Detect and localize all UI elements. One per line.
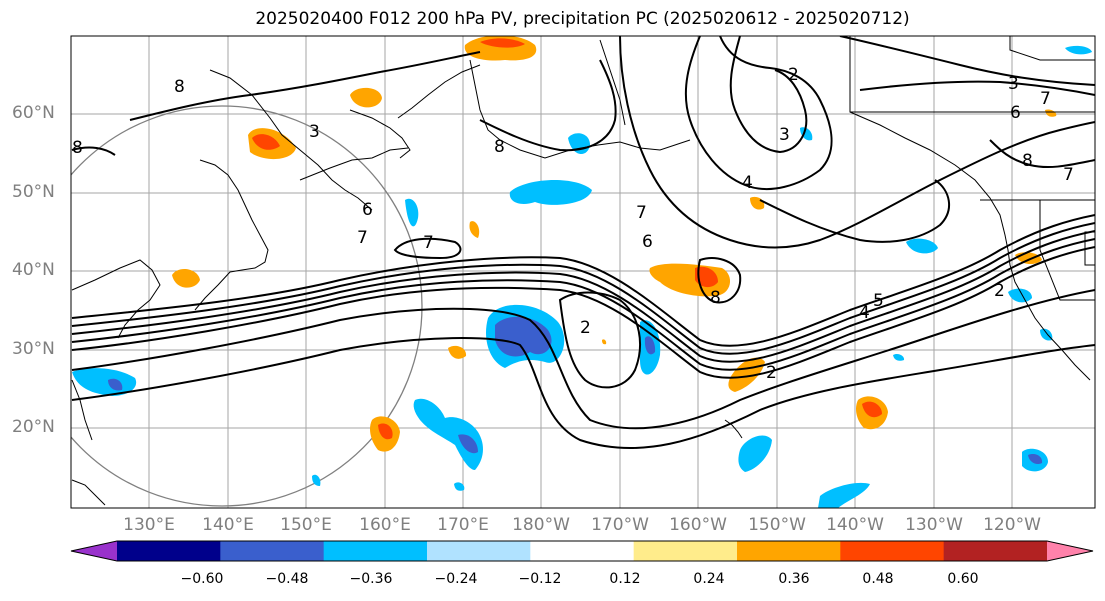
- contour-label: 6: [1010, 103, 1021, 123]
- precipitation-shading: [72, 36, 1092, 508]
- colorbar-cell: [840, 541, 945, 561]
- contour-label: 7: [357, 228, 368, 248]
- lon-label: 140°E: [202, 515, 254, 535]
- lon-label: 160°E: [359, 515, 411, 535]
- contour-label: 2: [994, 281, 1005, 301]
- contour-label: 4: [742, 173, 753, 193]
- colorbar-max-arrow: [1047, 541, 1093, 561]
- colorbar-tick-label: 0.48: [862, 571, 894, 587]
- lon-label: 130°W: [905, 515, 963, 535]
- reference-circle: [71, 105, 423, 507]
- contour-label: 6: [642, 232, 653, 252]
- contour-label: 7: [1063, 165, 1074, 185]
- lon-label: 150°E: [280, 515, 332, 535]
- colorbar-cell: [530, 541, 635, 561]
- colorbar-cell: [943, 541, 1048, 561]
- lon-label: 120°W: [983, 515, 1041, 535]
- pv-contours: [71, 36, 1095, 450]
- colorbar-tick-label: 0.24: [693, 571, 725, 587]
- lat-label: 20°N: [12, 417, 55, 437]
- lon-label: 170°E: [437, 515, 489, 535]
- lon-label: 180°W: [512, 515, 570, 535]
- colorbar-tick-label: −0.60: [180, 571, 224, 587]
- contour-label: 8: [1022, 151, 1033, 171]
- lon-label: 130°E: [123, 515, 175, 535]
- lon-label: 150°W: [748, 515, 806, 535]
- colorbar-cell: [117, 541, 221, 561]
- contour-label: 6: [362, 200, 373, 220]
- map-border: [70, 35, 1096, 509]
- colorbar-cell: [427, 541, 531, 561]
- contour-label: 8: [174, 77, 185, 97]
- colorbar-tick-label: −0.48: [265, 571, 309, 587]
- colorbar-tick-label: −0.12: [518, 571, 562, 587]
- figure-title: 2025020400 F012 200 hPa PV, precipitatio…: [255, 9, 910, 29]
- contour-label: 2: [580, 318, 591, 338]
- contour-label: 3: [779, 125, 790, 145]
- contour-label: 3: [309, 122, 320, 142]
- contour-label: 5: [873, 291, 884, 311]
- contour-label: 8: [710, 288, 721, 308]
- colorbar-cell: [220, 541, 325, 561]
- colorbar-tick-label: −0.24: [434, 571, 478, 587]
- contour-label: 2: [788, 65, 799, 85]
- lat-label: 40°N: [12, 260, 55, 280]
- lat-label: 50°N: [12, 182, 55, 202]
- colorbar-cell: [737, 541, 841, 561]
- lat-label: 60°N: [12, 103, 55, 123]
- contour-label: 7: [1040, 89, 1051, 109]
- colorbar-cell: [323, 541, 428, 561]
- contour-label: 7: [423, 233, 434, 253]
- colorbar-cell: [633, 541, 738, 561]
- colorbar-tick-label: 0.60: [947, 571, 979, 587]
- colorbar-tick-label: 0.36: [778, 571, 810, 587]
- contour-label: 8: [72, 138, 83, 158]
- colorbar-outline: [70, 540, 1094, 562]
- colorbar: [70, 540, 1094, 562]
- coastlines: [71, 36, 1095, 506]
- colorbar-min-arrow: [71, 541, 117, 561]
- contour-label: 2: [766, 363, 777, 383]
- colorbar-tick-label: −0.36: [349, 571, 393, 587]
- contour-labels: 8 8 8 7 7 6 6 2 3 3 4 8 7 2 3 8 7 2 2 5 …: [72, 65, 1074, 383]
- lon-label: 170°W: [591, 515, 649, 535]
- contour-label: 3: [1008, 74, 1019, 94]
- contour-label: 7: [636, 203, 647, 223]
- lat-label: 30°N: [12, 339, 55, 359]
- contour-label: 4: [859, 303, 870, 323]
- lon-label: 140°W: [826, 515, 884, 535]
- contour-label: 8: [494, 137, 505, 157]
- lon-label: 160°W: [669, 515, 727, 535]
- colorbar-tick-label: 0.12: [609, 571, 641, 587]
